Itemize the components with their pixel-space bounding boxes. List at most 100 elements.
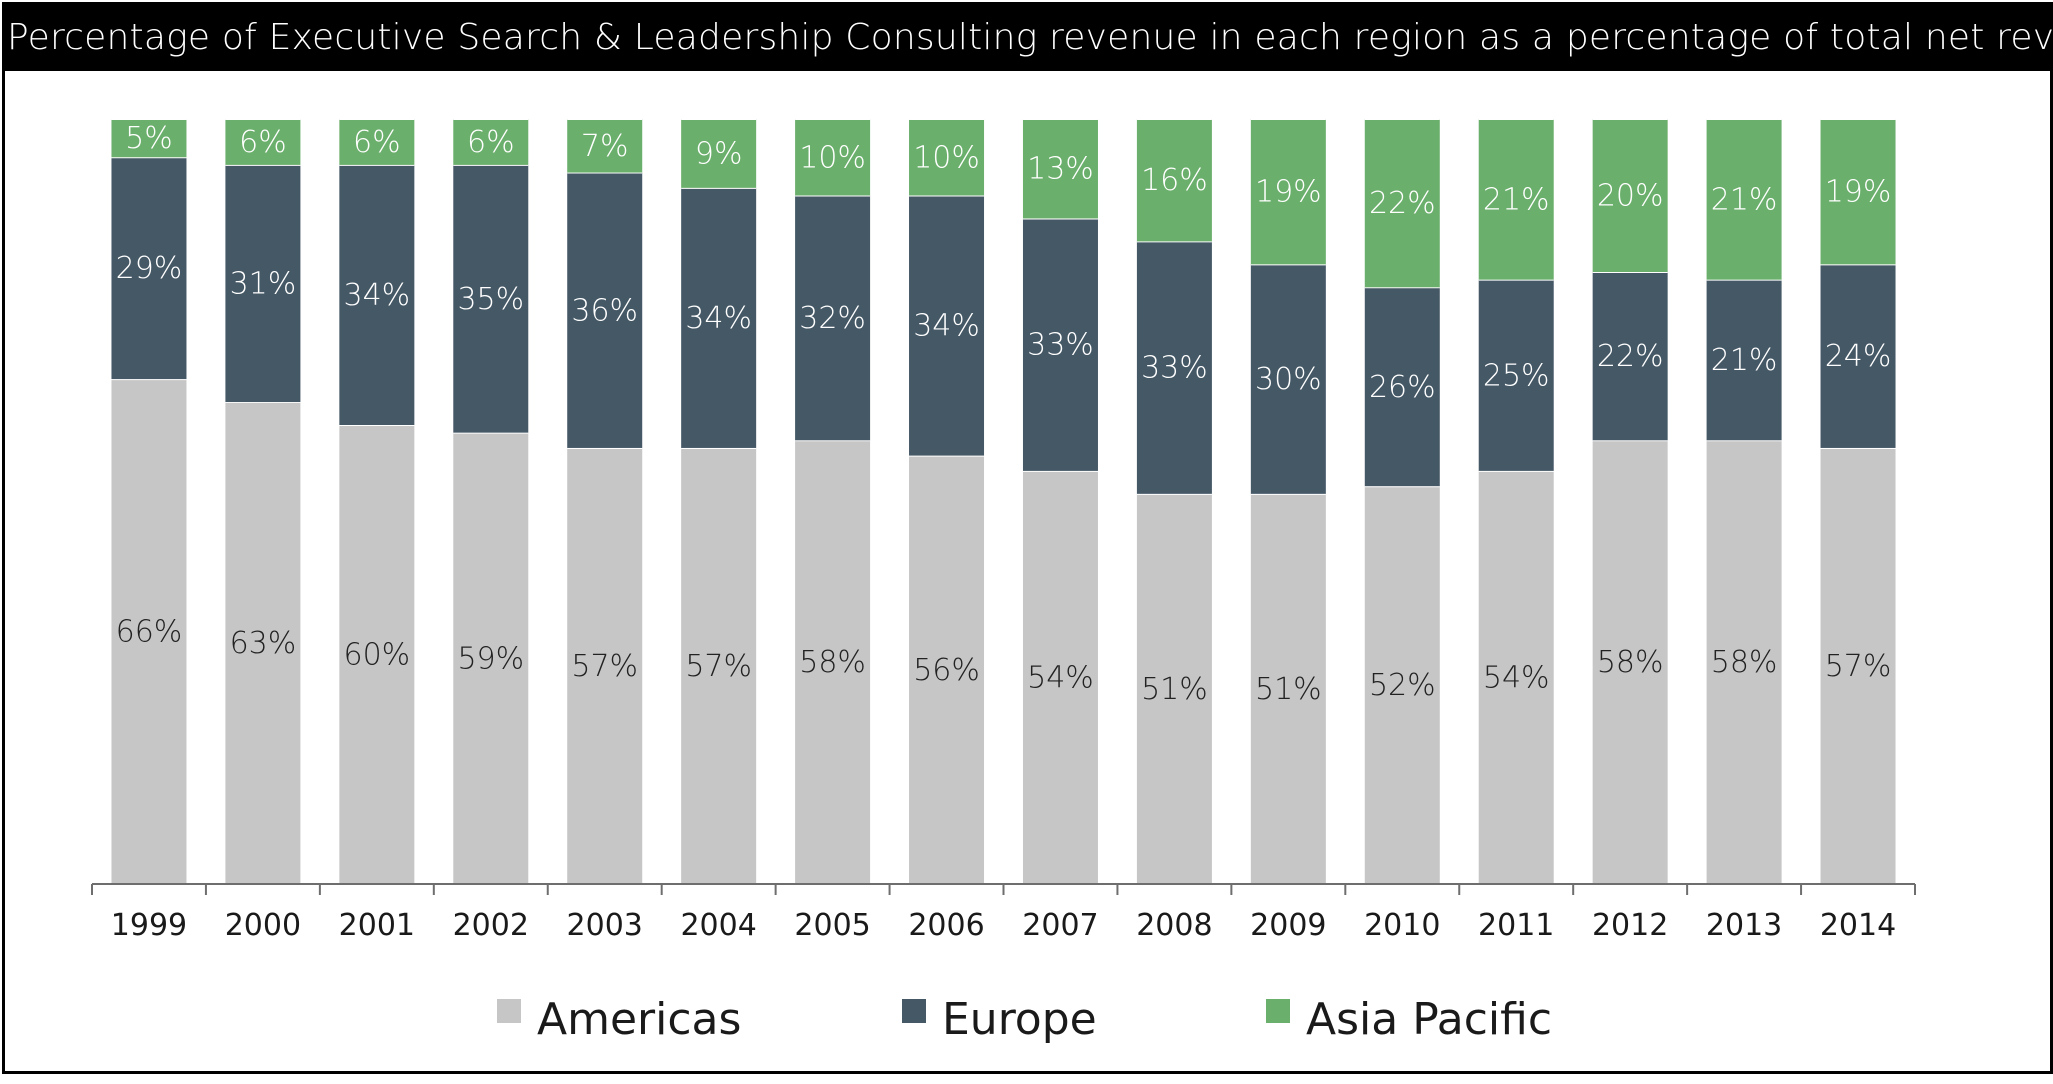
bar-europe-2008	[1136, 241, 1212, 494]
x-tick-label-2013: 2013	[1706, 908, 1782, 943]
data-label-asia-pacific-2012: 20%	[1597, 179, 1664, 214]
legend-label-americas: Americas	[537, 994, 741, 1045]
bar-europe-2014	[1820, 264, 1896, 448]
chart-title: Percentage of Executive Search & Leaders…	[5, 5, 2053, 71]
legend-swatch-americas	[497, 999, 521, 1023]
bar-europe-2010	[1364, 287, 1440, 487]
bar-asia-pacific-2007	[1022, 119, 1098, 219]
data-label-americas-2011: 54%	[1483, 660, 1550, 695]
x-tick-label-2008: 2008	[1136, 908, 1212, 943]
bar-americas-2000	[225, 402, 301, 884]
data-label-americas-1999: 66%	[116, 615, 183, 650]
x-tick-label-2004: 2004	[680, 908, 756, 943]
bar-europe-2011	[1478, 279, 1554, 471]
data-label-europe-2004: 34%	[685, 301, 752, 336]
bar-europe-2000	[225, 164, 301, 403]
data-label-americas-2007: 54%	[1027, 660, 1094, 695]
data-label-asia-pacific-2004: 9%	[695, 136, 743, 171]
bar-americas-2009	[1250, 493, 1326, 884]
data-label-europe-2005: 32%	[799, 301, 866, 336]
bar-americas-2012	[1592, 440, 1668, 884]
bar-europe-2003	[567, 172, 643, 448]
bar-europe-2002	[453, 164, 529, 433]
bar-europe-2005	[795, 195, 871, 441]
bars-layer	[111, 118, 1896, 884]
data-label-americas-2003: 57%	[571, 649, 638, 684]
bar-europe-2009	[1250, 264, 1326, 494]
bar-asia-pacific-2002	[453, 119, 529, 165]
data-label-asia-pacific-2005: 10%	[799, 140, 866, 175]
bar-americas-2006	[909, 455, 985, 884]
bar-americas-2010	[1364, 486, 1440, 884]
bar-europe-2007	[1022, 218, 1098, 471]
x-tick-label-2005: 2005	[794, 908, 870, 943]
data-label-asia-pacific-2003: 7%	[581, 129, 629, 164]
data-label-europe-2007: 33%	[1027, 328, 1094, 363]
data-label-asia-pacific-2010: 22%	[1369, 186, 1436, 221]
bar-americas-2002	[453, 432, 529, 884]
data-label-asia-pacific-2009: 19%	[1255, 175, 1322, 210]
data-label-asia-pacific-2000: 6%	[239, 125, 287, 160]
bar-americas-2008	[1136, 493, 1212, 884]
bar-europe-2001	[339, 164, 415, 425]
bar-asia-pacific-2014	[1820, 119, 1896, 265]
bar-asia-pacific-2004	[681, 119, 757, 188]
legend-swatch-europe	[902, 999, 926, 1023]
x-tick-label-1999: 1999	[111, 908, 187, 943]
data-label-europe-2006: 34%	[913, 309, 980, 344]
data-label-europe-2011: 25%	[1483, 358, 1550, 393]
data-label-americas-2006: 56%	[913, 653, 980, 688]
data-label-europe-2014: 24%	[1825, 339, 1892, 374]
x-tick-label-2014: 2014	[1820, 908, 1896, 943]
x-tick-label-2002: 2002	[453, 908, 529, 943]
legend-label-europe: Europe	[942, 994, 1097, 1045]
legend-label-asia-pacific: Asia Pacific	[1306, 994, 1552, 1045]
x-tick-label-2007: 2007	[1022, 908, 1098, 943]
data-label-americas-2002: 59%	[457, 641, 524, 676]
bar-asia-pacific-2012	[1592, 119, 1668, 272]
x-tick-label-2006: 2006	[908, 908, 984, 943]
data-label-americas-2001: 60%	[344, 638, 411, 673]
x-tick-label-2009: 2009	[1250, 908, 1326, 943]
bar-asia-pacific-2006	[909, 119, 985, 196]
x-tick-label-2000: 2000	[225, 908, 301, 943]
data-label-americas-2000: 63%	[230, 626, 297, 661]
bar-americas-2011	[1478, 470, 1554, 884]
bar-asia-pacific-2010	[1364, 119, 1440, 288]
data-label-europe-2003: 36%	[571, 293, 638, 328]
data-label-asia-pacific-2001: 6%	[353, 125, 401, 160]
data-label-europe-2013: 21%	[1711, 343, 1778, 378]
bar-asia-pacific-2001	[339, 119, 415, 165]
bar-americas-2014	[1820, 447, 1896, 884]
bar-americas-2007	[1022, 470, 1098, 884]
data-label-americas-2010: 52%	[1369, 668, 1436, 703]
data-label-asia-pacific-2013: 21%	[1711, 182, 1778, 217]
data-label-americas-2004: 57%	[685, 649, 752, 684]
data-label-asia-pacific-2002: 6%	[467, 125, 515, 160]
legend: Americas Europe Asia Pacific	[497, 994, 1552, 1045]
data-label-europe-2001: 34%	[344, 278, 411, 313]
bar-asia-pacific-2003	[567, 119, 643, 173]
bar-europe-2012	[1592, 272, 1668, 441]
bar-americas-2001	[339, 425, 415, 884]
data-label-europe-1999: 29%	[116, 251, 183, 286]
bar-asia-pacific-2013	[1706, 119, 1782, 280]
x-tick-label-2010: 2010	[1364, 908, 1440, 943]
bar-europe-2013	[1706, 279, 1782, 441]
bar-americas-1999	[111, 379, 187, 884]
bar-americas-2004	[681, 447, 757, 884]
bar-asia-pacific-2011	[1478, 119, 1554, 280]
x-tick-label-2001: 2001	[339, 908, 415, 943]
bar-americas-2003	[567, 447, 643, 884]
bar-europe-2006	[909, 195, 985, 456]
x-tick-label-2011: 2011	[1478, 908, 1554, 943]
x-axis: 1999 2000 2001 2002 2003 2004 2005 2006 2007 2008…	[91, 883, 1916, 943]
data-label-europe-2000: 31%	[230, 266, 297, 301]
legend-swatch-asia-pacific	[1266, 999, 1290, 1023]
data-label-europe-2002: 35%	[457, 282, 524, 317]
segment-labels-layer: 66% 29% 5% 63% 31% 6% 60% 34% 6% 59% 35% 6% 57% 36% 7%…	[116, 121, 1892, 707]
data-label-europe-2012: 22%	[1597, 339, 1664, 374]
bar-asia-pacific-2005	[795, 119, 871, 196]
data-label-europe-2009: 30%	[1255, 362, 1322, 397]
